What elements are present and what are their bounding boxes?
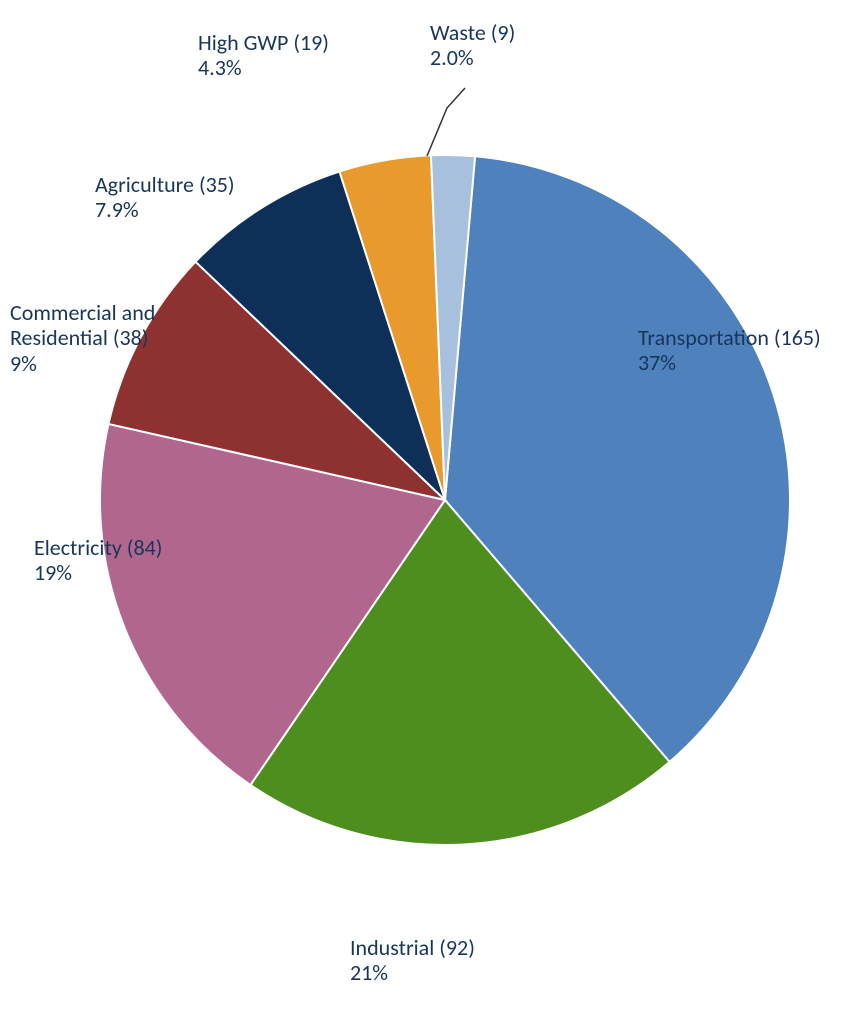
slice-label-line: 21%: [350, 960, 475, 985]
slice-label-line: Industrial (92): [350, 935, 475, 960]
slice-label-waste: Waste (9)2.0%: [430, 20, 515, 71]
slice-label-industrial: Industrial (92)21%: [350, 935, 475, 986]
slice-label-line: Electricity (84): [34, 535, 162, 560]
slice-label-line: 7.9%: [95, 197, 235, 222]
slice-label-line: Waste (9): [430, 20, 515, 45]
slice-label-line: Residential (38): [10, 325, 155, 350]
pie-chart: [0, 0, 860, 1036]
slice-label-line: High GWP (19): [198, 30, 329, 55]
slice-label-line: Commercial and: [10, 300, 155, 325]
slice-label-commercial-and-residential: Commercial andResidential (38)9%: [10, 300, 155, 376]
slice-label-line: Transportation (165): [638, 325, 821, 350]
slice-label-electricity: Electricity (84)19%: [34, 535, 162, 586]
slice-label-line: 4.3%: [198, 55, 329, 80]
slice-label-line: 9%: [10, 351, 155, 376]
pie-chart-container: Transportation (165)37% Industrial (92)21…: [0, 0, 860, 1036]
slice-label-line: 2.0%: [430, 45, 515, 70]
slice-label-high-gwp: High GWP (19)4.3%: [198, 30, 329, 81]
slice-label-agriculture: Agriculture (35)7.9%: [95, 172, 235, 223]
leader-line: [427, 88, 465, 156]
slice-label-line: 37%: [638, 350, 821, 375]
slice-label-line: 19%: [34, 560, 162, 585]
slice-label-transportation: Transportation (165)37%: [638, 325, 821, 376]
slice-label-line: Agriculture (35): [95, 172, 235, 197]
